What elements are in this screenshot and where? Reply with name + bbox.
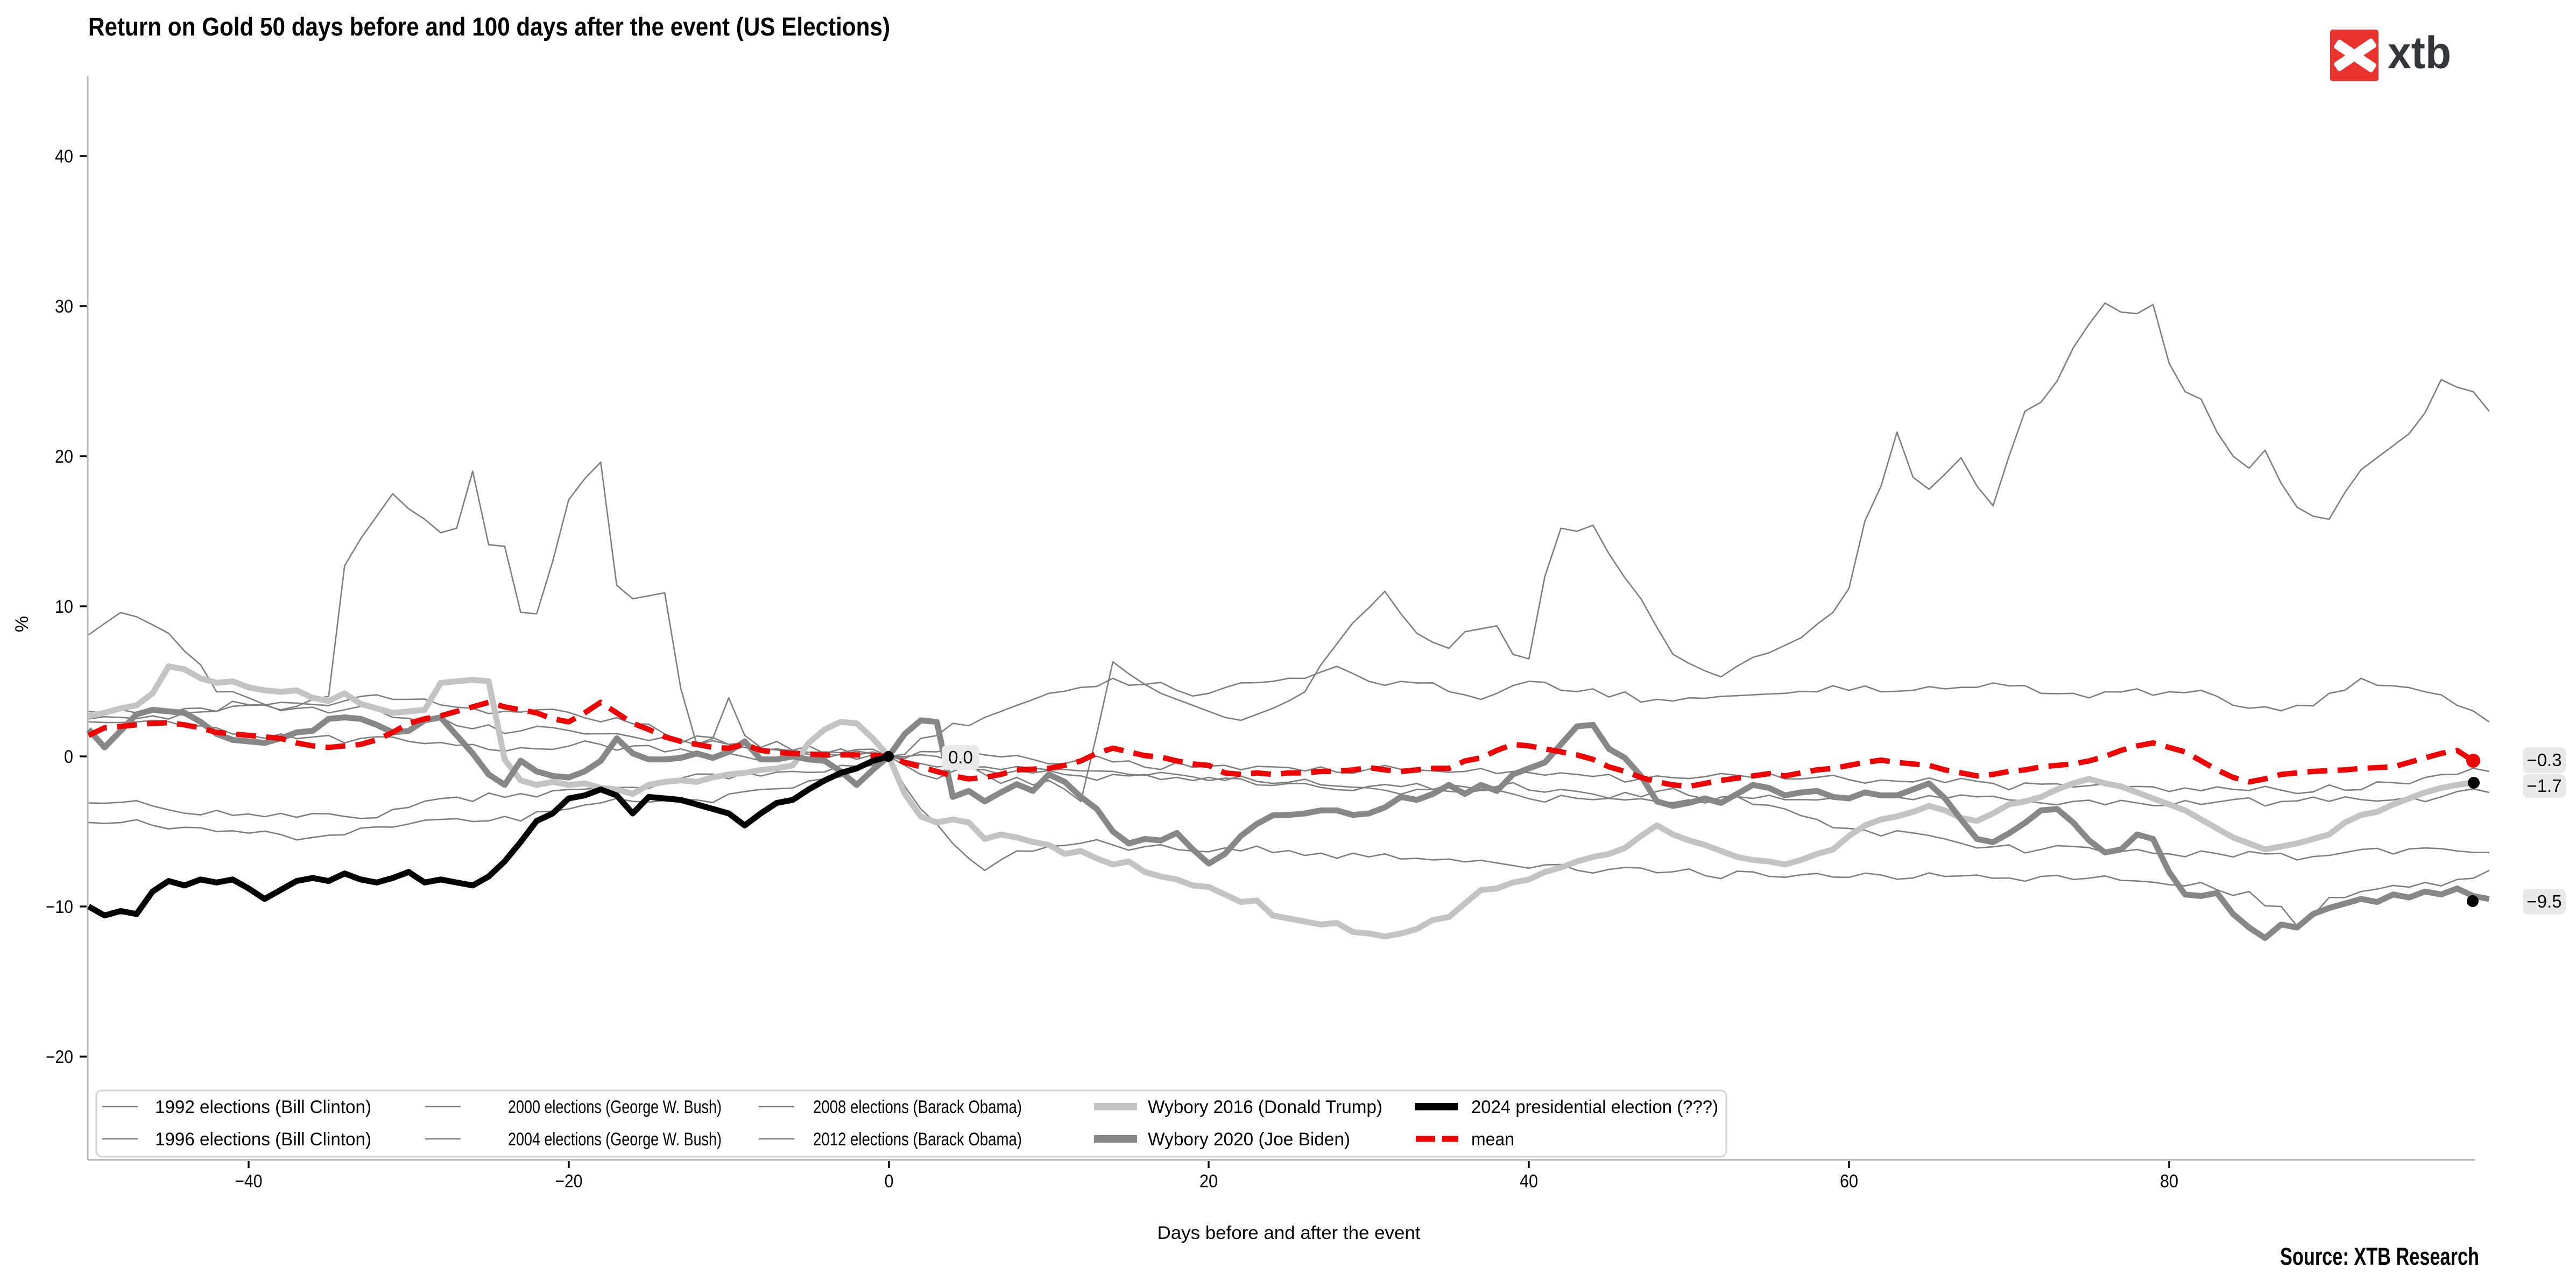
svg-text:40: 40 (55, 146, 73, 167)
svg-text:−20: −20 (46, 1047, 73, 1067)
svg-text:1992 elections (Bill Clinton): 1992 elections (Bill Clinton) (155, 1097, 371, 1117)
svg-text:2004 elections (George W. Bush: 2004 elections (George W. Bush) (508, 1129, 722, 1150)
svg-text:60: 60 (1840, 1171, 1858, 1192)
svg-text:2012 elections (Barack Obama): 2012 elections (Barack Obama) (813, 1129, 1022, 1150)
svg-text:40: 40 (1520, 1171, 1538, 1192)
svg-text:10: 10 (55, 597, 73, 617)
svg-text:−0.3: −0.3 (2526, 750, 2561, 770)
svg-text:−20: −20 (555, 1171, 583, 1192)
svg-text:2024 presidential election (??: 2024 presidential election (???) (1471, 1097, 1718, 1117)
svg-text:Wybory 2016 (Donald Trump): Wybory 2016 (Donald Trump) (1148, 1097, 1382, 1117)
svg-text:−1.7: −1.7 (2526, 776, 2561, 796)
svg-text:0: 0 (885, 1171, 894, 1192)
svg-text:20: 20 (55, 447, 73, 467)
svg-text:−9.5: −9.5 (2526, 891, 2561, 911)
svg-text:Wybory 2020 (Joe Biden): Wybory 2020 (Joe Biden) (1148, 1129, 1350, 1150)
svg-text:xtb: xtb (2388, 27, 2451, 78)
svg-text:mean: mean (1471, 1129, 1514, 1150)
svg-text:30: 30 (55, 296, 73, 317)
svg-text:0.0: 0.0 (948, 747, 973, 767)
svg-text:20: 20 (1199, 1171, 1218, 1192)
svg-text:Days before and after the even: Days before and after the event (1158, 1223, 1421, 1243)
svg-text:%: % (12, 616, 32, 632)
svg-text:0: 0 (64, 747, 73, 767)
svg-text:−10: −10 (46, 897, 73, 917)
svg-text:2008 elections (Barack Obama): 2008 elections (Barack Obama) (813, 1097, 1022, 1117)
svg-text:Source: XTB Research: Source: XTB Research (2280, 1243, 2479, 1270)
svg-text:Return on Gold 50 days before: Return on Gold 50 days before and 100 da… (88, 13, 890, 41)
svg-text:1996 elections (Bill Clinton): 1996 elections (Bill Clinton) (155, 1129, 371, 1150)
svg-text:−40: −40 (235, 1171, 263, 1192)
svg-text:2000 elections (George W. Bush: 2000 elections (George W. Bush) (508, 1097, 722, 1117)
svg-text:80: 80 (2160, 1171, 2178, 1192)
